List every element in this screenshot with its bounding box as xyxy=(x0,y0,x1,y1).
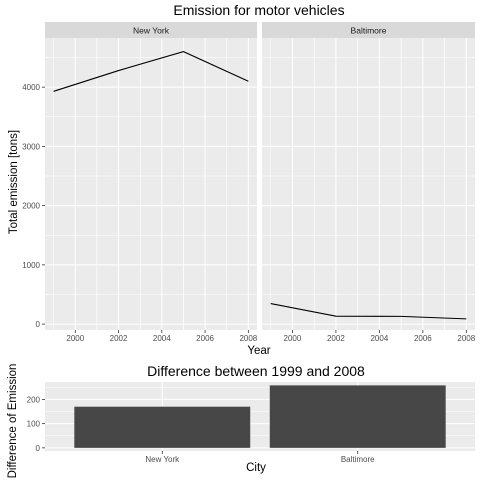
bar-chart: Difference between 1999 and 2008 Differe… xyxy=(7,363,475,478)
y-tick-label: 0 xyxy=(36,444,41,453)
x-tick-label: 2004 xyxy=(370,334,388,343)
line-chart-y-axis-label: Total emission [tons] xyxy=(8,130,20,234)
x-tick-label: 2008 xyxy=(457,334,475,343)
facet-strip-label: Baltimore xyxy=(351,26,387,36)
y-tick-label: 2000 xyxy=(22,202,40,211)
y-tick-label: 200 xyxy=(27,395,41,404)
facet-panel-1: Baltimore 2000 2002 2004 2006 2008 xyxy=(262,22,476,343)
facet-panel-0: New York 2000 2002 2004 2006 2008 xyxy=(45,22,258,343)
y-tick-label: 4000 xyxy=(22,83,40,92)
x-tick-label: 2006 xyxy=(196,334,214,343)
panel-background xyxy=(45,38,257,330)
y-tick-label: 0 xyxy=(36,320,41,329)
x-tick-label: Baltimore xyxy=(341,455,375,464)
bar-chart-y-axis-label: Difference of Emission xyxy=(7,364,19,479)
bar-0 xyxy=(74,407,250,448)
bar-chart-title: Difference between 1999 and 2008 xyxy=(147,363,365,379)
x-tick-label: 2004 xyxy=(153,334,171,343)
x-tick-label: 2006 xyxy=(414,334,432,343)
x-tick-label: 2000 xyxy=(284,334,302,343)
x-tick-label: 2000 xyxy=(66,334,84,343)
y-tick-label: 1000 xyxy=(22,261,40,270)
x-tick-label: 2002 xyxy=(327,334,345,343)
line-chart-x-axis-label: Year xyxy=(247,345,270,357)
bar-1 xyxy=(270,385,446,447)
line-chart-title: Emission for motor vehicles xyxy=(173,2,344,18)
y-tick-label: 100 xyxy=(27,420,41,429)
y-tick-label: 3000 xyxy=(22,142,40,151)
panel-background xyxy=(262,38,475,330)
x-tick-label: New York xyxy=(145,455,180,464)
line-chart-facets: Emission for motor vehicles Total emissi… xyxy=(8,2,476,357)
bar-chart-x-axis-label: City xyxy=(246,462,266,474)
facet-strip-label: New York xyxy=(133,26,170,36)
x-tick-label: 2008 xyxy=(239,334,257,343)
x-tick-label: 2002 xyxy=(110,334,128,343)
